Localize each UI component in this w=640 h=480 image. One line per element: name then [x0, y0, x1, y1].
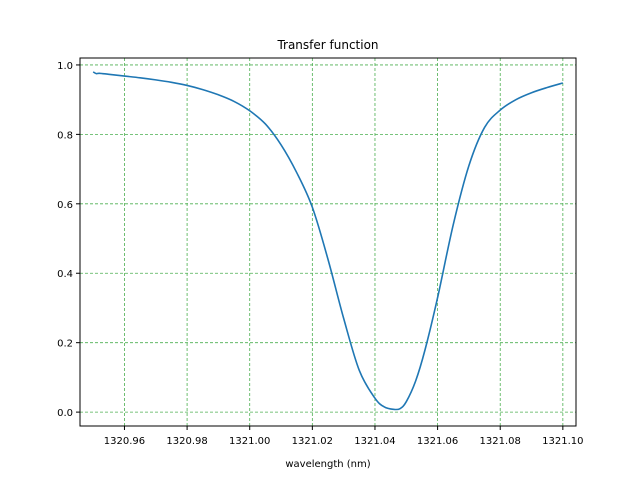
y-tick-label: 0.0 [57, 408, 73, 419]
x-tick-label: 1320.98 [166, 436, 207, 447]
y-tick-label: 0.8 [57, 130, 73, 141]
y-tick-label: 0.4 [57, 269, 73, 280]
x-tick-label: 1321.08 [480, 436, 521, 447]
plot-area [92, 71, 564, 411]
y-tick-label: 1.0 [57, 61, 73, 72]
y-axis: 0.0 0.2 0.4 0.6 0.8 1.0 [57, 61, 80, 419]
x-tick-label: 1320.96 [104, 436, 145, 447]
series-line [92, 71, 564, 411]
x-tick-label: 1321.06 [417, 436, 458, 447]
chart-title: Transfer function [276, 38, 378, 52]
x-tick-label: 1321.10 [542, 436, 583, 447]
y-tick-label: 0.2 [57, 339, 73, 350]
x-tick-label: 1321.00 [229, 436, 270, 447]
x-tick-label: 1321.02 [292, 436, 333, 447]
y-tick-label: 0.6 [57, 200, 73, 211]
x-tick-label: 1321.04 [354, 436, 395, 447]
x-axis-label: wavelength (nm) [285, 459, 370, 470]
axes-frame [79, 57, 577, 427]
grid-lines [80, 58, 576, 426]
x-axis: 1320.96 1320.98 1321.00 1321.02 1321.04 1321.… [104, 426, 584, 447]
